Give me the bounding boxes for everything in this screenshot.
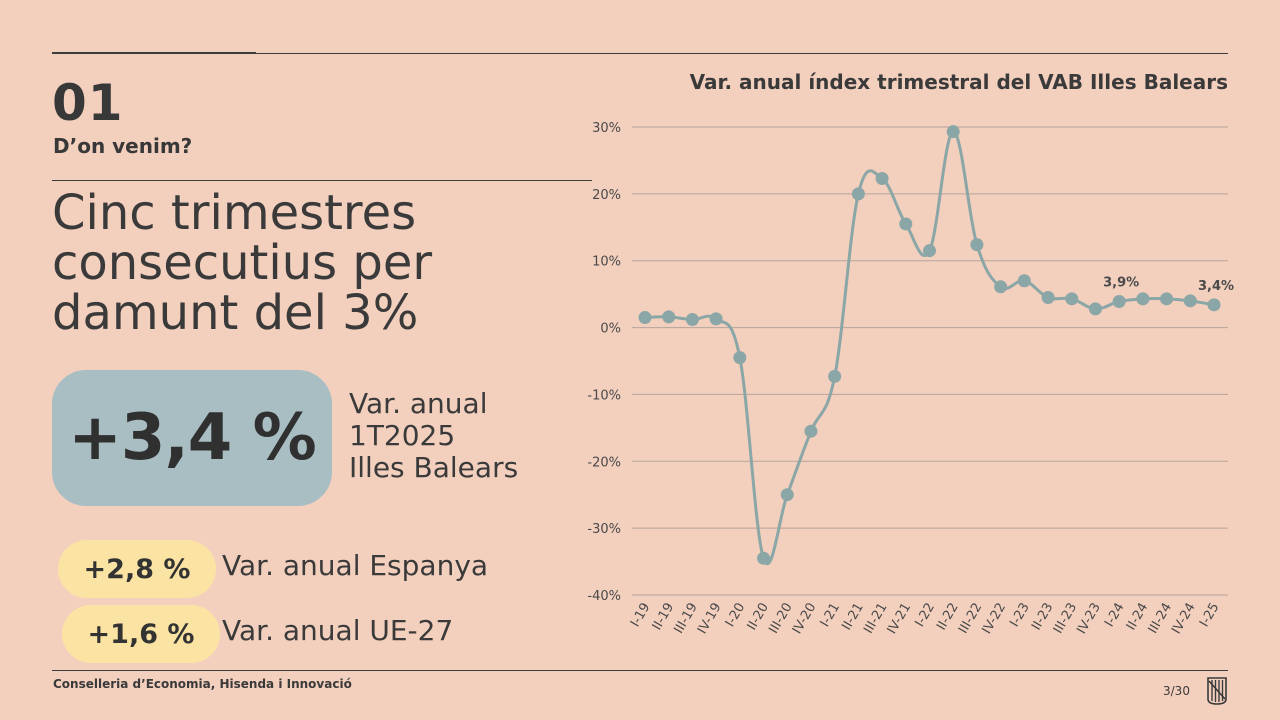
- section-divider-rule: [52, 180, 592, 181]
- data-point: [1017, 274, 1031, 288]
- x-tick-label: IV-20: [790, 601, 820, 637]
- top-rule: [52, 53, 1228, 54]
- data-point: [994, 280, 1008, 294]
- data-point: [1112, 294, 1126, 308]
- section-number: 01: [52, 74, 124, 132]
- data-point: [923, 244, 936, 258]
- main-stat-value: +3,4 %: [68, 401, 316, 475]
- government-logo-icon: [1207, 677, 1227, 705]
- data-point: [638, 311, 652, 325]
- data-point: [1041, 290, 1055, 304]
- data-point: [946, 125, 960, 139]
- x-tick-label: I-25: [1197, 601, 1223, 630]
- comparison-label-eu: Var. anual UE-27: [222, 614, 454, 647]
- main-stat-label-line: Illes Balears: [349, 451, 519, 484]
- x-tick-label: IV-23: [1074, 601, 1104, 637]
- data-point: [757, 551, 771, 565]
- main-stat-label-line: Var. anual: [349, 387, 488, 420]
- data-point: [1136, 292, 1150, 306]
- y-tick-label: -30%: [587, 522, 621, 537]
- y-tick-label: -20%: [587, 455, 621, 470]
- comparison-value: +1,6 %: [87, 618, 195, 650]
- data-point: [1160, 292, 1174, 306]
- x-tick-label: IV-22: [979, 601, 1009, 637]
- comparison-label-spain: Var. anual Espanya: [222, 549, 489, 582]
- data-point: [1065, 292, 1079, 306]
- data-point: [1183, 294, 1197, 308]
- data-point: [1088, 302, 1102, 316]
- main-stat-label: Var. anual 1T2025 Illes Balears: [349, 388, 518, 484]
- data-point: [828, 369, 842, 383]
- comparison-value: +2,8 %: [83, 553, 191, 585]
- headline: Cinc trimestres consecutius per damunt d…: [52, 185, 433, 341]
- main-stat-label-line: 1T2025: [349, 419, 456, 452]
- data-point: [780, 488, 794, 502]
- top-left-accent-rule: [52, 52, 256, 54]
- data-point: [970, 238, 984, 252]
- data-point: [804, 424, 818, 438]
- data-label: 3,9%: [1103, 275, 1139, 290]
- data-point: [1207, 298, 1221, 312]
- y-tick-label: 0%: [600, 322, 621, 337]
- data-point: [899, 217, 913, 231]
- series-line: [644, 130, 1215, 566]
- data-point: [685, 313, 699, 327]
- chart-title: Var. anual índex trimestral del VAB Ille…: [689, 70, 1228, 94]
- data-point: [709, 312, 723, 326]
- y-tick-label: -10%: [587, 388, 621, 403]
- y-tick-label: -40%: [587, 589, 621, 604]
- y-tick-label: 20%: [592, 188, 621, 203]
- data-point: [851, 187, 865, 201]
- page-number: 3/30: [1163, 684, 1190, 698]
- section-subtitle: D’on venim?: [53, 134, 193, 158]
- footer-rule: [52, 670, 1228, 671]
- comparison-pill-spain: +2,8 %: [58, 540, 216, 598]
- y-tick-label: 30%: [592, 121, 621, 136]
- x-tick-label: IV-24: [1169, 601, 1199, 637]
- y-tick-label: 10%: [592, 255, 621, 270]
- comparison-pill-eu: +1,6 %: [62, 605, 220, 663]
- data-point: [875, 171, 889, 185]
- data-point: [733, 351, 747, 365]
- data-point: [662, 310, 676, 324]
- main-stat-pill: +3,4 %: [52, 370, 332, 506]
- footer-organization: Conselleria d’Economia, Hisenda i Innova…: [53, 677, 352, 691]
- data-label: 3,4%: [1198, 279, 1234, 294]
- x-tick-label: IV-21: [885, 601, 915, 637]
- x-tick-label: IV-19: [695, 601, 725, 637]
